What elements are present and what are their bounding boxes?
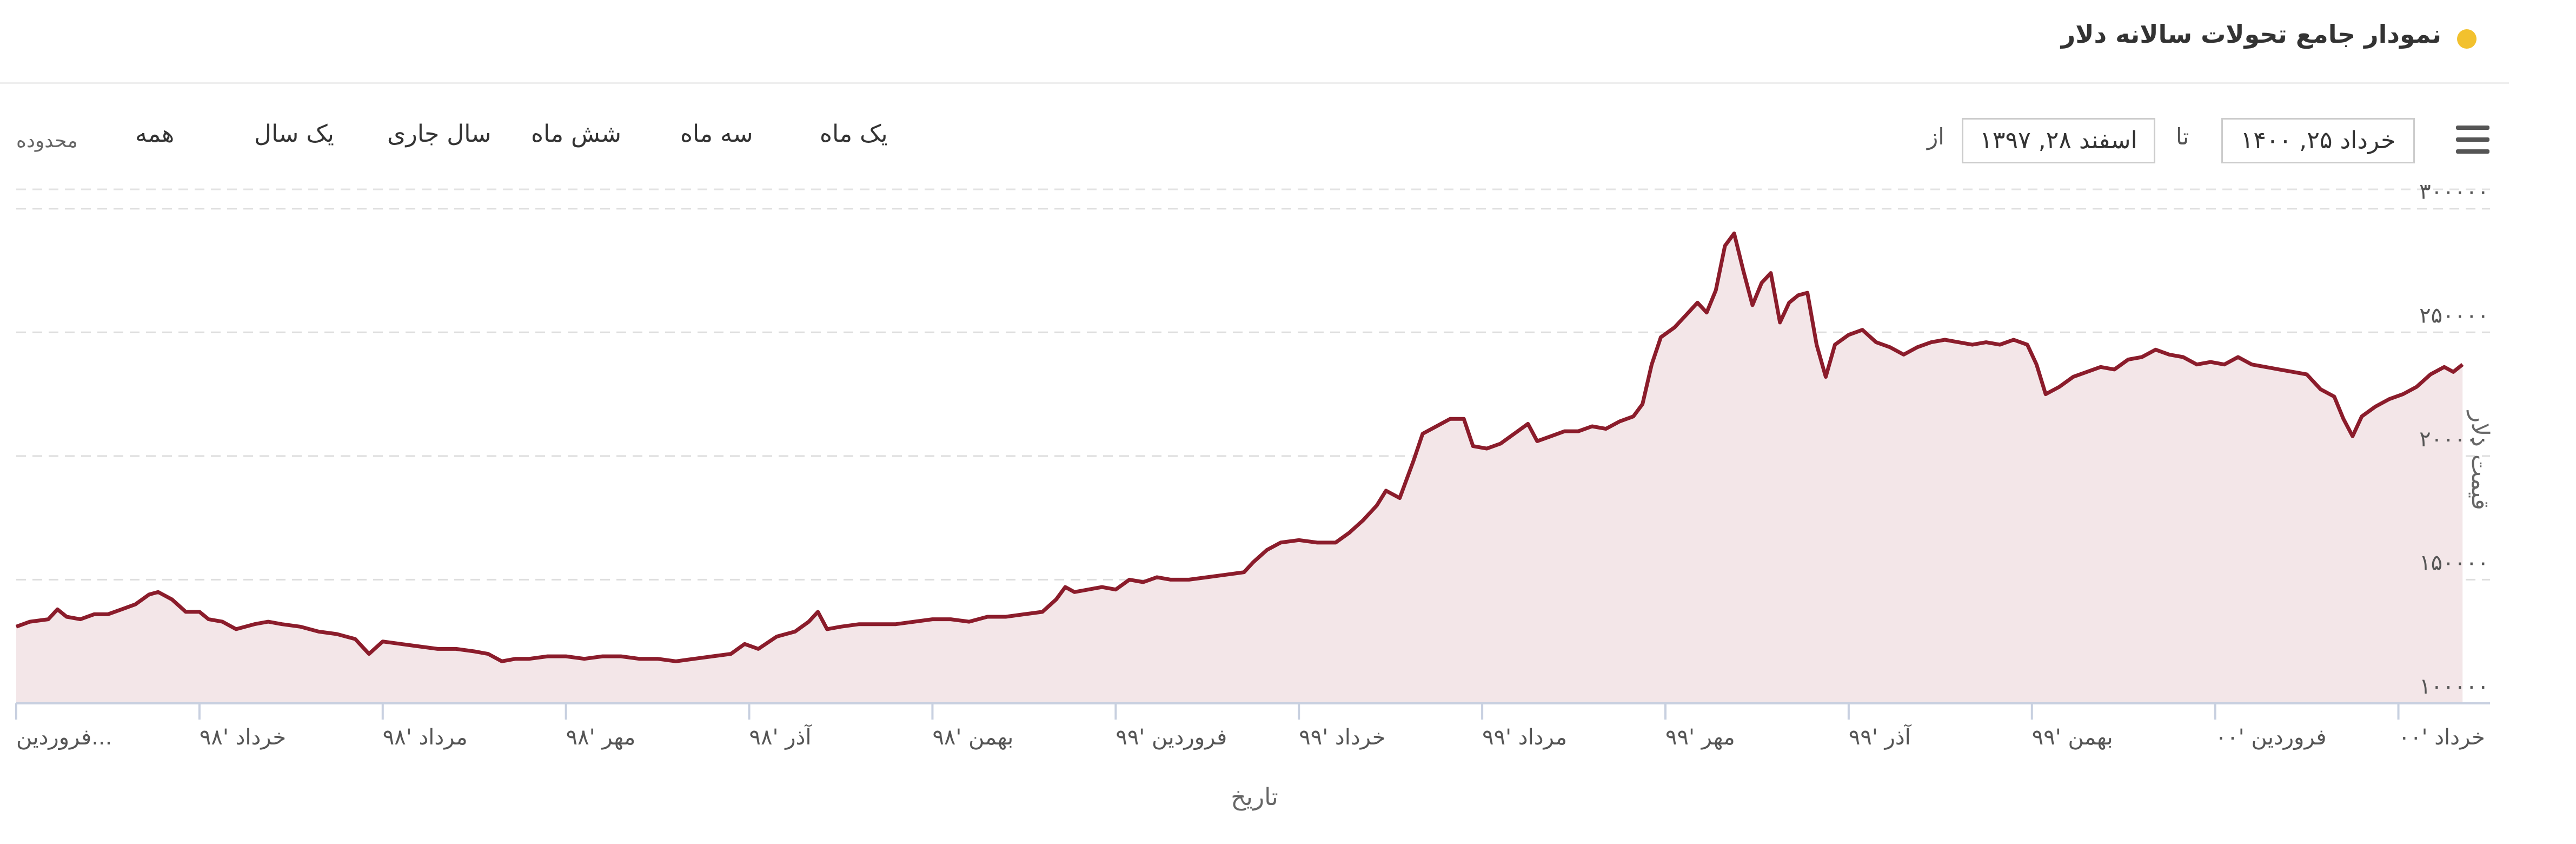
y-tick-label: ۲۰۰۰۰۰ (2419, 427, 2489, 452)
x-tick-label: مرداد '۹۸ (383, 725, 468, 750)
range-button-all[interactable]: همه (135, 120, 175, 148)
x-tick-label: بهمن '۹۹ (2032, 725, 2113, 750)
range-button-six-months[interactable]: شش ماه (531, 120, 621, 148)
range-button-one-month[interactable]: یک ماه (820, 120, 888, 148)
x-tick-label: فروردین '۹۹ (1116, 725, 1227, 750)
page-title: نمودار جامع تحولات سالانه دلار (2061, 19, 2441, 49)
x-tick-label: بهمن '۹۸ (932, 725, 1013, 750)
x-axis-title: تاریخ (1231, 783, 1278, 811)
y-tick-label: ۲۵۰۰۰۰ (2419, 303, 2489, 328)
range-button-current-year[interactable]: سال جاری (387, 120, 492, 148)
hamburger-menu-icon[interactable] (2456, 126, 2489, 154)
x-tick-label: آذر '۹۸ (749, 724, 813, 750)
x-tick-label: خرداد '۹۸ (200, 725, 286, 750)
y-tick-label: ۱۵۰۰۰۰ (2419, 550, 2489, 575)
y-tick-label: ۱۰۰۰۰۰ (2419, 674, 2489, 699)
x-tick-label: مرداد '۹۹ (1482, 725, 1567, 750)
x-tick-label: مهر '۹۹ (1665, 725, 1735, 750)
title-bullet-dot (2457, 29, 2477, 49)
range-button-three-months[interactable]: سه ماه (680, 120, 753, 148)
to-label: تا (2176, 123, 2189, 150)
x-tick-label: فروردین '۰۰ (2215, 725, 2327, 750)
y-tick-label: ۳۰۰۰۰۰ (2419, 180, 2489, 205)
x-tick-label: خرداد '۰۰ (2399, 725, 2485, 750)
from-label: از (1927, 123, 1944, 150)
range-button-one-year[interactable]: یک سال (254, 120, 334, 148)
from-date-input[interactable]: اسفند ۲۸, ۱۳۹۷ (1962, 118, 2155, 163)
price-line (15, 231, 2464, 663)
x-tick-label: فروردین... (16, 725, 112, 750)
range-selector-label: محدوده (16, 130, 78, 152)
x-tick-label: خرداد '۹۹ (1299, 725, 1385, 750)
x-tick-label: آذر '۹۹ (1849, 724, 1912, 750)
y-axis-title: قیمت دلار (2466, 411, 2494, 510)
chart-header: نمودار جامع تحولات سالانه دلار (0, 0, 2509, 84)
to-date-input[interactable]: خرداد ۲۵, ۱۴۰۰ (2221, 118, 2415, 163)
price-area (16, 233, 2463, 703)
x-tick-label: مهر '۹۸ (566, 725, 636, 750)
